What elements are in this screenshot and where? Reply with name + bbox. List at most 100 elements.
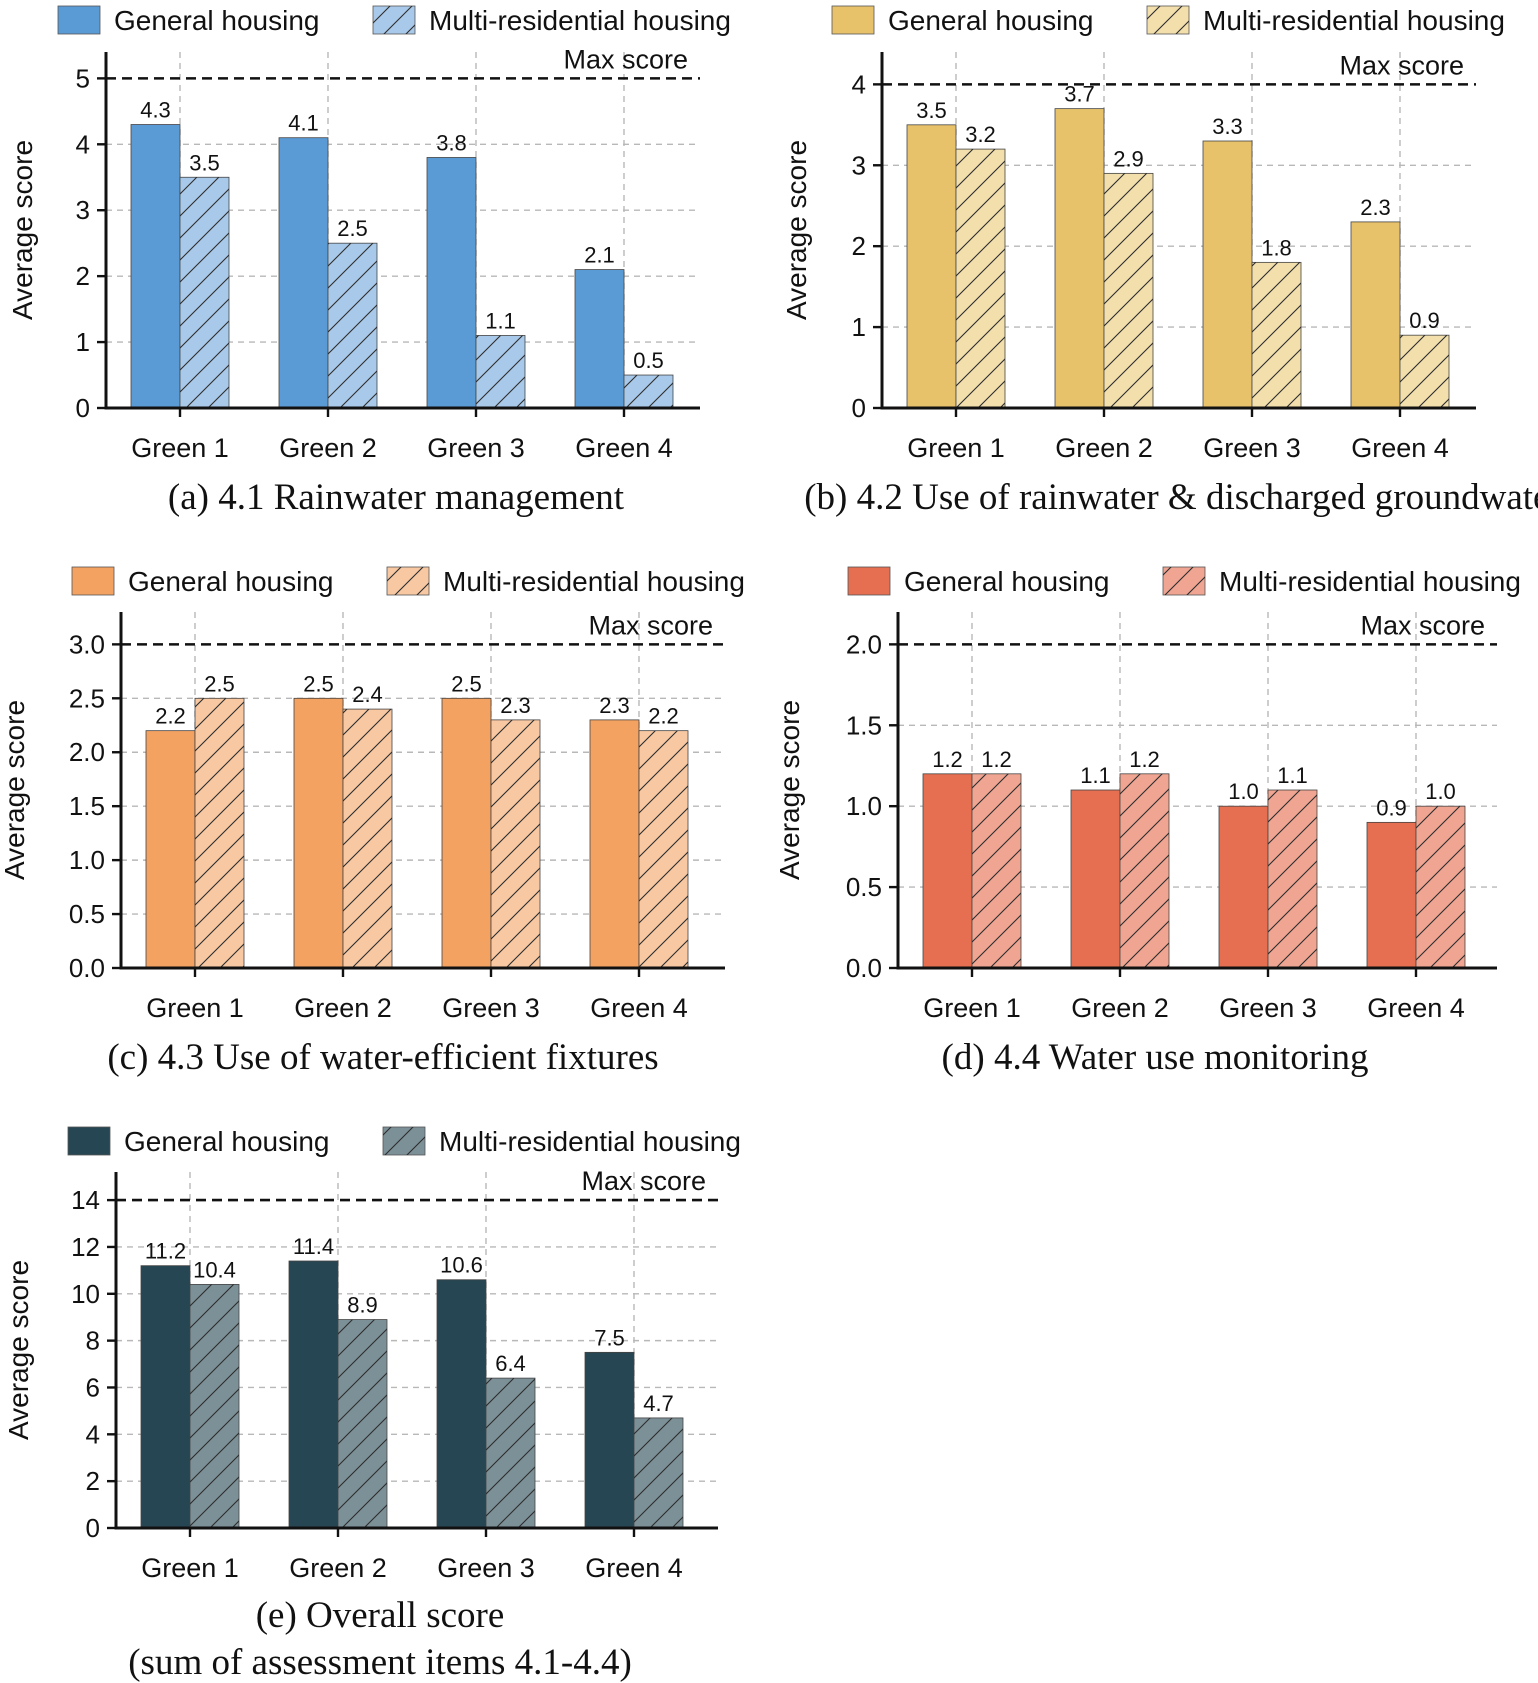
y-tick-label: 2.0 <box>69 737 105 767</box>
x-tick-label: Green 3 <box>427 433 525 463</box>
x-tick-label: Green 3 <box>1219 993 1317 1023</box>
legend-label-general: General housing <box>128 566 333 597</box>
bar-multi-hatch <box>1400 335 1449 408</box>
data-label-general: 4.3 <box>140 98 171 123</box>
chart-caption: (c) 4.3 Use of water-efficient fixtures <box>107 1037 658 1078</box>
y-tick-label: 5 <box>76 63 90 93</box>
x-tick-label: Green 1 <box>141 1553 239 1583</box>
data-label-general: 1.1 <box>1080 763 1111 788</box>
bar-general <box>441 697 492 969</box>
data-label-general: 2.5 <box>451 671 482 696</box>
axes: 0 2 4 6 8 10 12 14 Green 1 Green 2 Green 3 Green 4 A… <box>3 1172 718 1583</box>
bar-multi-hatch <box>1416 806 1465 968</box>
y-tick-label: 3.0 <box>69 629 105 659</box>
y-tick-label: 0.0 <box>846 953 882 983</box>
x-tick-label: Green 2 <box>289 1553 387 1583</box>
legend-label-multi: Multi-residential housing <box>1219 566 1521 597</box>
y-tick-label: 2 <box>76 261 90 291</box>
data-label-multi: 8.9 <box>347 1293 378 1318</box>
data-label-general: 3.3 <box>1212 114 1243 139</box>
legend-label-general: General housing <box>114 5 319 36</box>
data-label-general: 2.3 <box>1360 195 1391 220</box>
x-tick-label: Green 3 <box>1203 433 1301 463</box>
y-tick-label: 2 <box>852 231 866 261</box>
bar-general <box>922 773 973 969</box>
bar-multi-hatch <box>190 1284 239 1528</box>
bar-general <box>293 697 344 969</box>
bar-multi-hatch <box>195 698 244 968</box>
chart-caption: (e) Overall score <box>256 1595 505 1636</box>
data-label-general: 2.1 <box>584 243 615 268</box>
data-label-general: 3.7 <box>1064 82 1095 107</box>
data-label-multi: 2.4 <box>352 682 383 707</box>
chart-caption: (a) 4.1 Rainwater management <box>168 477 625 518</box>
data-label-multi: 10.4 <box>193 1257 236 1282</box>
y-tick-label: 0 <box>852 393 866 423</box>
bar-general <box>288 1260 339 1529</box>
data-label-general: 1.0 <box>1228 779 1259 804</box>
x-tick-label: Green 4 <box>590 993 688 1023</box>
y-tick-label: 1.5 <box>69 791 105 821</box>
max-score-label: Max score <box>581 1166 706 1196</box>
bar-multi-hatch <box>1120 773 1169 968</box>
y-tick-label: 4 <box>852 69 866 99</box>
bar-general <box>1054 108 1105 409</box>
y-tick-label: 1.5 <box>846 710 882 740</box>
bars: 11.2 10.4 11.4 8.9 10.6 6.4 7.5 4.7 <box>140 1234 684 1529</box>
legend: General housing Multi-residential housing <box>847 566 1521 597</box>
legend-label-multi: Multi-residential housing <box>439 1126 741 1157</box>
y-tick-label: 8 <box>86 1326 100 1356</box>
legend-swatch-general <box>57 5 101 35</box>
data-label-multi: 3.2 <box>965 122 996 147</box>
y-tick-label: 1 <box>852 312 866 342</box>
y-axis-label: Average score <box>3 1260 34 1440</box>
bars: 1.2 1.2 1.1 1.2 1.0 1.1 0.9 1.0 <box>922 747 1466 969</box>
legend-swatch-multi-hatch <box>383 1127 425 1155</box>
data-label-multi: 2.5 <box>204 671 235 696</box>
data-label-multi: 1.0 <box>1425 779 1456 804</box>
legend-label-multi: Multi-residential housing <box>443 566 745 597</box>
legend: General housing Multi-residential housing <box>57 5 731 36</box>
bar-multi-hatch <box>972 773 1021 968</box>
y-tick-label: 10 <box>71 1279 100 1309</box>
legend: General housing Multi-residential housing <box>71 566 745 597</box>
data-label-multi: 2.2 <box>648 704 679 729</box>
bar-multi-hatch <box>180 177 229 408</box>
legend-label-general: General housing <box>904 566 1109 597</box>
bar-general <box>1350 221 1401 409</box>
chart-panel-c: General housing Multi-residential housing… <box>0 566 745 1078</box>
bar-general <box>130 124 181 409</box>
bar-general <box>584 1351 635 1529</box>
x-tick-label: Green 2 <box>294 993 392 1023</box>
legend-label-general: General housing <box>124 1126 329 1157</box>
y-tick-label: 2.5 <box>69 683 105 713</box>
legend-swatch-multi-hatch <box>373 6 415 34</box>
data-label-general: 10.6 <box>440 1253 483 1278</box>
max-score-label: Max score <box>588 610 713 640</box>
y-tick-label: 0.0 <box>69 953 105 983</box>
y-tick-label: 4 <box>76 129 90 159</box>
bar-multi-hatch <box>624 375 673 408</box>
y-tick-label: 4 <box>86 1419 100 1449</box>
legend-label-general: General housing <box>888 5 1093 36</box>
data-label-multi: 2.3 <box>500 693 531 718</box>
bar-multi-hatch <box>476 335 525 408</box>
bar-general <box>278 137 329 409</box>
y-tick-label: 0 <box>76 393 90 423</box>
data-label-multi: 4.7 <box>643 1391 674 1416</box>
bar-general <box>426 157 477 409</box>
x-tick-label: Green 4 <box>1367 993 1465 1023</box>
y-tick-label: 1.0 <box>846 791 882 821</box>
axes: 0.0 0.5 1.0 1.5 2.0 Green 1 Green 2 Green 3 Gree… <box>774 612 1497 1023</box>
chart-panel-e: General housing Multi-residential housing… <box>3 1126 741 1683</box>
bar-multi-hatch <box>343 709 392 968</box>
data-label-general: 2.5 <box>303 671 334 696</box>
y-axis-label: Average score <box>0 700 30 880</box>
legend-swatch-multi-hatch <box>1147 6 1189 34</box>
bar-multi-hatch <box>1104 173 1153 408</box>
bar-general <box>436 1279 487 1529</box>
data-label-multi: 2.5 <box>337 216 368 241</box>
data-label-multi: 1.2 <box>981 747 1012 772</box>
x-tick-label: Green 1 <box>923 993 1021 1023</box>
